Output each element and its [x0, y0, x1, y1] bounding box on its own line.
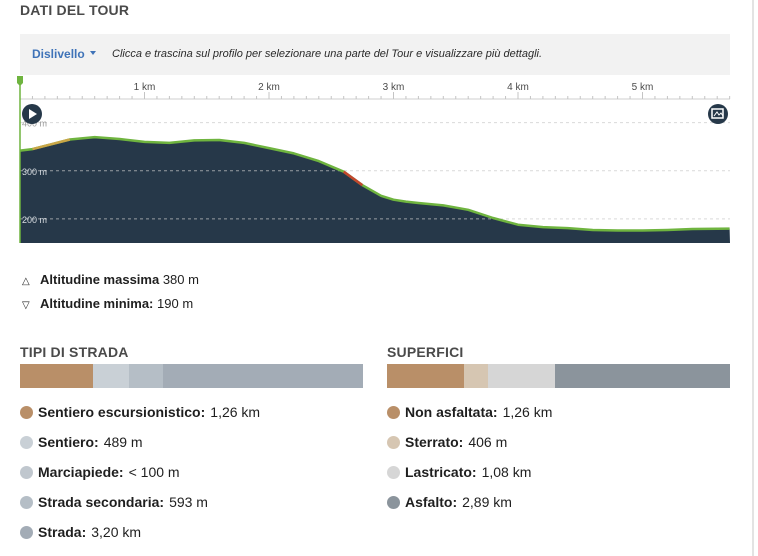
legend-value: 593 m — [169, 494, 208, 510]
road-type-legend-item[interactable]: Sentiero escursionistico: 1,26 km — [20, 397, 260, 427]
expand-map-glyph — [711, 108, 724, 119]
surface-segment[interactable] — [488, 364, 556, 388]
legend-dot-icon — [20, 405, 33, 419]
min-altitude-row: ▽ Altitudine minima: 190 m — [22, 296, 193, 311]
road-types-legend: Sentiero escursionistico: 1,26 km Sentiero… — [20, 397, 260, 547]
road-type-legend-item[interactable]: Marciapiede: < 100 m — [20, 457, 260, 487]
legend-value: 1,26 km — [210, 404, 261, 420]
expand-map-glyph — [713, 111, 724, 117]
road-types-bar[interactable] — [20, 364, 363, 388]
profile-toolbar: Dislivello Clicca e trascina sul profilo… — [20, 34, 730, 75]
max-altitude-row: △ Altitudine massima 380 m — [22, 272, 199, 287]
legend-label: Sentiero: — [38, 434, 99, 450]
surfaces-legend: Non asfaltata: 1,26 km Sterrato: 406 m Lastr… — [387, 397, 552, 517]
road-type-legend-item[interactable]: Sentiero: 489 m — [20, 427, 260, 457]
chevron-down-icon — [89, 50, 96, 55]
legend-value: 406 m — [468, 434, 508, 450]
min-altitude-label: Altitudine minima: — [40, 296, 154, 311]
x-tick-label: 5 km — [632, 82, 654, 93]
steep-segment-high — [342, 170, 364, 187]
x-tick-label: 2 km — [258, 82, 280, 93]
legend-dot-icon — [20, 495, 33, 509]
road-type-segment[interactable] — [163, 364, 363, 388]
legend-dot-icon — [20, 465, 33, 479]
road-type-segment[interactable] — [93, 364, 130, 388]
legend-dot-icon — [387, 435, 400, 449]
legend-dot-icon — [387, 495, 400, 509]
legend-value: 1,08 km — [481, 464, 532, 480]
legend-value: < 100 m — [128, 464, 180, 480]
x-tick-label: 3 km — [383, 82, 405, 93]
surface-segment[interactable] — [555, 364, 730, 388]
legend-label: Sentiero escursionistico: — [38, 404, 206, 420]
start-marker-icon — [17, 76, 23, 86]
road-types-title: TIPI DI STRADA — [20, 344, 129, 360]
min-altitude-value: 190 m — [157, 296, 194, 311]
x-tick-label: 4 km — [507, 82, 529, 93]
y-tick-label: 200 m — [22, 215, 47, 225]
legend-label: Non asfaltata: — [405, 404, 498, 420]
legend-value: 489 m — [103, 434, 143, 450]
elevation-line — [19, 135, 730, 232]
y-tick-label: 300 m — [22, 167, 47, 177]
legend-label: Sterrato: — [405, 434, 464, 450]
surface-legend-item[interactable]: Sterrato: 406 m — [387, 427, 552, 457]
legend-label: Marciapiede: — [38, 464, 124, 480]
road-type-legend-item[interactable]: Strada secondaria: 593 m — [20, 487, 260, 517]
page-right-border — [752, 0, 754, 556]
surface-segment[interactable] — [387, 364, 465, 388]
legend-dot-icon — [387, 465, 400, 479]
surface-legend-item[interactable]: Lastricato: 1,08 km — [387, 457, 552, 487]
max-altitude-label: Altitudine massima — [40, 272, 160, 287]
legend-label: Strada: — [38, 524, 87, 540]
play-triangle — [29, 109, 37, 119]
road-type-segment[interactable] — [129, 364, 164, 388]
surface-legend-item[interactable]: Asfalto: 2,89 km — [387, 487, 552, 517]
triangle-down-icon: ▽ — [22, 300, 30, 311]
legend-label: Strada secondaria: — [38, 494, 165, 510]
profile-hint: Clicca e trascina sul profilo per selezi… — [112, 48, 543, 60]
road-type-segment[interactable] — [20, 364, 94, 388]
triangle-up-icon: △ — [22, 276, 30, 287]
surface-legend-item[interactable]: Non asfaltata: 1,26 km — [387, 397, 552, 427]
legend-dot-icon — [20, 435, 33, 449]
legend-label: Asfalto: — [405, 494, 458, 510]
elevation-dropdown[interactable]: Dislivello — [32, 47, 96, 61]
road-type-legend-item[interactable]: Strada: 3,20 km — [20, 517, 260, 547]
surfaces-title: SUPERFICI — [387, 344, 464, 360]
elevation-dropdown-label: Dislivello — [32, 47, 85, 61]
tour-data-title: DATI DEL TOUR — [20, 2, 130, 18]
legend-value: 2,89 km — [462, 494, 512, 510]
legend-label: Lastricato: — [405, 464, 477, 480]
max-altitude-value: 380 m — [162, 272, 199, 287]
surface-segment[interactable] — [464, 364, 489, 388]
elevation-area — [20, 137, 730, 243]
x-tick-label: 1 km — [134, 82, 156, 93]
steep-segment-moderate — [32, 138, 71, 151]
legend-value: 1,26 km — [502, 404, 553, 420]
legend-dot-icon — [20, 525, 33, 539]
legend-dot-icon — [387, 405, 400, 419]
surfaces-bar[interactable] — [387, 364, 730, 388]
legend-value: 3,20 km — [91, 524, 142, 540]
